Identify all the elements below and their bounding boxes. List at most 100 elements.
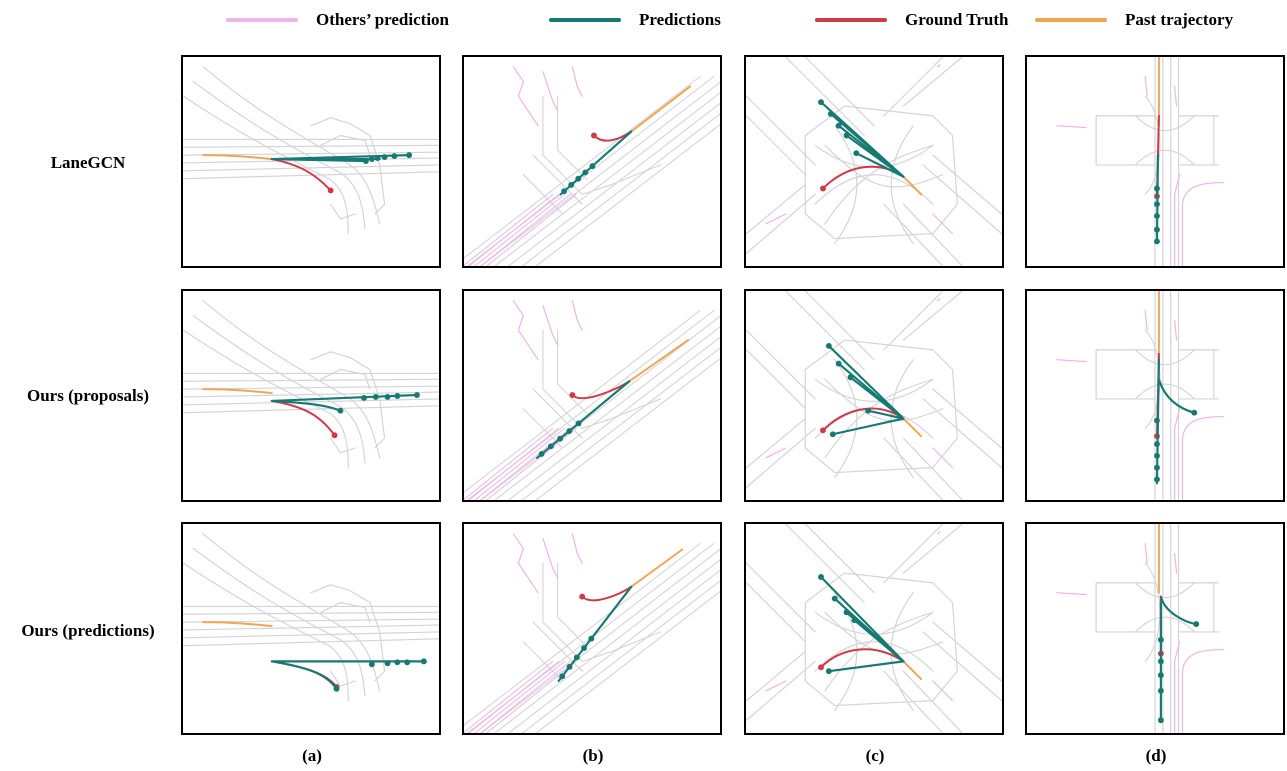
column-label-c: (c) — [865, 746, 885, 765]
trajectory-endpoint — [1157, 687, 1164, 694]
others-prediction — [468, 660, 560, 733]
others-prediction — [1174, 641, 1225, 733]
lane-line — [1134, 95, 1195, 195]
trajectory-endpoint — [829, 431, 836, 438]
trajectory-endpoint — [374, 155, 381, 162]
trajectory-endpoint — [1154, 238, 1160, 245]
trajectory-endpoint — [582, 169, 589, 176]
trajectory-endpoint — [1193, 621, 1200, 628]
trajectory-endpoint — [394, 393, 401, 399]
row-label-proposals: Ours (proposals) — [26, 386, 149, 405]
trajectory-endpoint — [368, 661, 375, 668]
trajectory-endpoint — [547, 443, 554, 450]
lane-line — [320, 601, 371, 687]
trajectory-plot — [464, 66, 720, 266]
trajectory-plot — [746, 524, 1002, 733]
lane-line — [1154, 57, 1180, 266]
past-trajectory — [902, 660, 923, 681]
trajectory-endpoint — [575, 420, 582, 427]
others-prediction — [1056, 76, 1178, 129]
column-label-b: (b) — [582, 746, 604, 765]
lane-line — [521, 580, 720, 733]
lane-line — [804, 572, 958, 707]
lane-line — [542, 562, 662, 662]
trajectory-endpoint — [384, 660, 391, 667]
ground-truth-endpoint — [820, 185, 826, 192]
lane-line — [507, 102, 720, 266]
panel-predictions-d — [1025, 522, 1285, 735]
trajectory-endpoint — [368, 156, 375, 162]
lane-line — [466, 76, 715, 266]
panel-lanegcn-c — [744, 55, 1004, 268]
trajectory-endpoint — [573, 654, 580, 661]
trajectory-endpoint — [566, 663, 573, 670]
lane-line — [1154, 524, 1180, 733]
predicted-trajectory — [855, 152, 905, 178]
column-label-d: (d) — [1145, 746, 1167, 765]
trajectory-endpoint — [1191, 409, 1198, 416]
others-prediction — [464, 660, 554, 733]
others-prediction — [1174, 174, 1225, 266]
lane-line — [824, 144, 944, 225]
lane-line — [804, 339, 958, 474]
trajectory-endpoint — [538, 451, 545, 457]
panel-predictions-a — [181, 522, 441, 735]
lane-line — [480, 315, 720, 500]
past-trajectory — [630, 548, 684, 588]
lane-line — [746, 57, 875, 176]
predicted-trajectory — [270, 393, 419, 412]
lane-line — [1134, 562, 1195, 662]
lane-line — [1134, 329, 1195, 429]
others-prediction — [474, 427, 566, 500]
past-trajectory — [202, 621, 273, 628]
predicted-trajectory — [831, 417, 905, 436]
lane-line — [494, 326, 720, 500]
trajectory-endpoint — [1154, 185, 1160, 192]
trajectory-plot — [1056, 57, 1225, 266]
others-prediction — [468, 427, 560, 500]
lane-line — [202, 66, 381, 225]
row-label-lanegcn: LaneGCN — [50, 153, 126, 172]
lane-line — [535, 123, 720, 266]
predicted-trajectory — [819, 575, 905, 663]
lane-line — [883, 388, 1002, 500]
trajectory-endpoint — [394, 659, 401, 666]
trajectory-endpoint — [1154, 417, 1160, 424]
trajectory-endpoint — [372, 394, 379, 400]
trajectory-endpoint — [1154, 213, 1160, 219]
others-prediction — [512, 300, 583, 361]
trajectory-endpoint — [384, 394, 391, 400]
trajectory-endpoint — [818, 99, 824, 106]
legend-item-past: Past trajectory — [1035, 6, 1233, 34]
trajectory-endpoint — [1154, 201, 1160, 208]
past-trajectory — [630, 85, 692, 133]
row-label-predictions: Ours (predictions) — [21, 621, 155, 640]
others-prediction — [474, 193, 566, 266]
lane-line — [494, 92, 720, 266]
lane-line — [557, 95, 588, 181]
trajectory-endpoint — [361, 395, 367, 401]
legend-label-others: Others’ prediction — [316, 10, 449, 29]
trajectory-endpoint — [337, 407, 344, 414]
others-prediction — [485, 193, 577, 266]
lane-line — [192, 547, 366, 697]
lane-line — [466, 310, 715, 500]
legend-swatch-ground-truth — [815, 18, 887, 22]
legend-item-others: Others’ prediction — [226, 6, 449, 34]
ground-truth-trajectory — [270, 660, 338, 688]
panel-proposals-b — [462, 289, 722, 502]
panel-proposals-c — [744, 289, 1004, 502]
lane-line — [746, 291, 875, 410]
ground-truth-endpoint — [579, 593, 586, 600]
trajectory-endpoint — [1154, 464, 1160, 471]
trajectory-endpoint — [363, 158, 369, 164]
panel-lanegcn-d — [1025, 55, 1285, 268]
trajectory-endpoint — [1157, 717, 1164, 724]
trajectory-endpoint — [831, 595, 838, 602]
legend-swatch-others — [226, 18, 298, 22]
ground-truth-trajectory — [270, 158, 332, 192]
lane-line — [1095, 582, 1220, 633]
legend-swatch-past — [1035, 18, 1107, 22]
lane-line — [746, 57, 963, 254]
trajectory-endpoint — [835, 122, 842, 129]
